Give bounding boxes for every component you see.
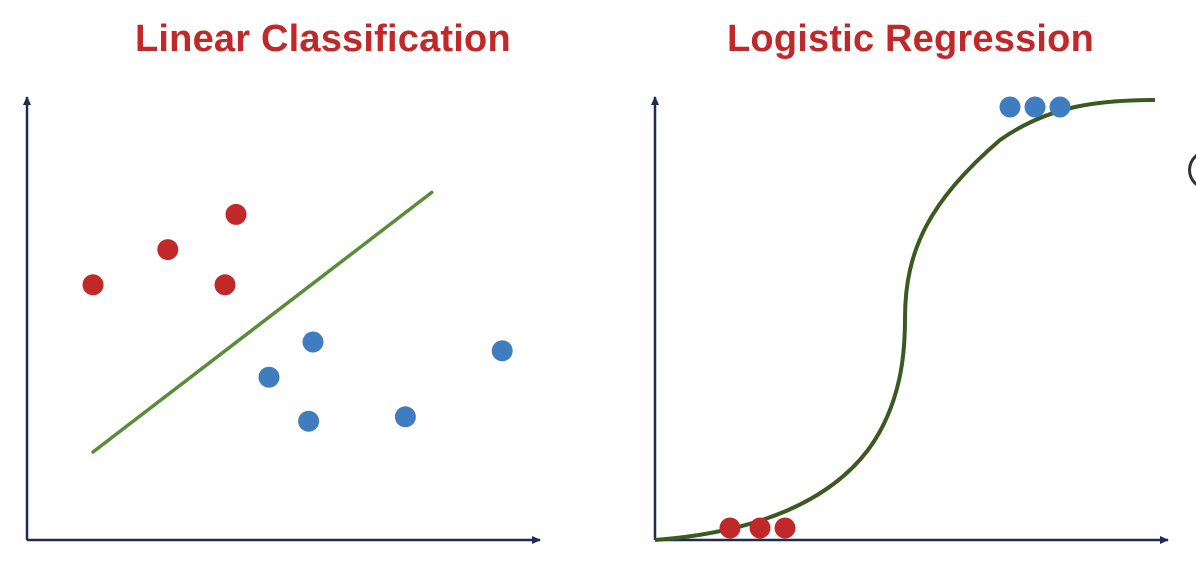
blue-class-point (298, 410, 320, 432)
blue-class-point (999, 96, 1021, 118)
logistic-regression-title: Logistic Regression (727, 18, 1094, 60)
sigmoid-curve (654, 98, 1156, 542)
red-class-point (719, 517, 741, 539)
linear-classification-panel (23, 96, 541, 544)
red-class-point (214, 274, 236, 296)
blue-class-point (1049, 96, 1071, 118)
blue-class-point (394, 406, 416, 428)
blue-class-point (302, 331, 324, 353)
linear-classification-title: Linear Classification (135, 18, 511, 60)
red-class-point (774, 517, 796, 539)
red-class-point (225, 203, 247, 225)
red-class-point (82, 274, 104, 296)
logistic-regression-panel (651, 96, 1169, 544)
blue-class-point (1024, 96, 1046, 118)
linear-decision-boundary (91, 190, 434, 454)
red-class-point (157, 239, 179, 261)
blue-class-point (491, 340, 513, 362)
blue-class-point (258, 366, 280, 388)
red-class-point (749, 517, 771, 539)
